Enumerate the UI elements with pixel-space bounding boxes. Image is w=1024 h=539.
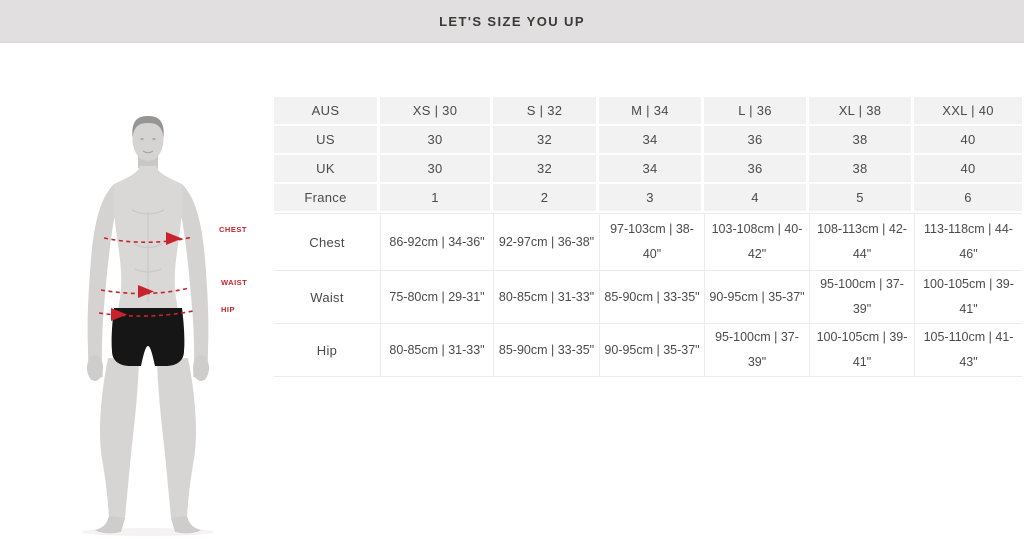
left-arm-shape [87, 184, 116, 380]
corner-header-cell: AUS [274, 97, 380, 124]
measure-value-cell: 100-105cm | 39-41" [914, 271, 1022, 323]
left-hand [87, 355, 103, 381]
hip-measure-line [98, 310, 194, 317]
measure-value-cell: 80-85cm | 31-33" [493, 271, 599, 323]
measure-label-cell: Waist [310, 289, 344, 305]
size-value-cell: 1 [380, 184, 493, 211]
measurement-row: Waist 75-80cm | 29-31" 80-85cm | 31-33" 85-… [274, 271, 1022, 324]
measure-value-cell: 80-85cm | 31-33" [380, 324, 493, 376]
size-value-cell: 6 [914, 184, 1022, 211]
size-column-header: XL | 38 [809, 97, 914, 124]
left-leg-shape [100, 358, 139, 518]
size-column-header: XXL | 40 [914, 97, 1022, 124]
measure-value-cell: 86-92cm | 34-36" [380, 214, 493, 270]
size-value-cell: 3 [599, 184, 704, 211]
measure-value-cell: 103-108cm | 40-42" [704, 214, 809, 270]
figure-label-waist: WAIST [221, 278, 248, 287]
measure-value-cell: 97-103cm | 38-40" [599, 214, 704, 270]
swim-trunks [111, 308, 185, 366]
size-value-cell: 32 [493, 126, 599, 153]
size-value-cell: 38 [809, 126, 914, 153]
conversion-row: France 1 2 3 4 5 6 [274, 184, 1022, 211]
size-column-header: S | 32 [493, 97, 599, 124]
measurement-row: Chest 86-92cm | 34-36" 92-97cm | 36-38" 97-… [274, 214, 1022, 271]
size-column-header: XS | 30 [380, 97, 493, 124]
measurement-arrows [98, 232, 194, 321]
left-eye [140, 138, 144, 140]
measure-value-cell: 85-90cm | 33-35" [599, 271, 704, 323]
measurement-section: Chest 86-92cm | 34-36" 92-97cm | 36-38" 97-… [274, 213, 1022, 377]
chest-arrowhead [166, 232, 182, 245]
hair [132, 116, 164, 138]
figure-label-hip: HIP [221, 305, 236, 314]
right-hand [193, 355, 209, 381]
model-figure [82, 116, 214, 536]
conversion-row: US 30 32 34 36 38 40 [274, 126, 1022, 153]
figure-label-chest: CHEST [219, 225, 247, 234]
size-value-cell: 2 [493, 184, 599, 211]
measure-value-cell: 105-110cm | 41-43" [914, 324, 1022, 376]
measure-value-cell: 100-105cm | 39-41" [809, 324, 914, 376]
measure-label-cell: Hip [316, 342, 338, 358]
measure-value-cell: 108-113cm | 42-44" [809, 214, 914, 270]
right-eye [152, 138, 156, 140]
size-value-cell: 5 [809, 184, 914, 211]
size-column-header: M | 34 [599, 97, 704, 124]
measure-value-cell: 95-100cm | 37-39" [704, 324, 809, 376]
measure-value-cell: 92-97cm | 36-38" [493, 214, 599, 270]
size-value-cell: 40 [914, 126, 1022, 153]
page-title: LET'S SIZE YOU UP [439, 13, 585, 29]
left-foot [95, 516, 125, 534]
hip-arrowhead [111, 308, 127, 321]
size-table: AUS XS | 30 S | 32 M | 34 L | 36 XL | 38 XXL |… [274, 97, 1022, 377]
mouth [142, 150, 154, 154]
size-value-cell: 30 [380, 126, 493, 153]
waist-arrowhead [138, 285, 154, 298]
size-value-cell: 40 [914, 155, 1022, 182]
size-value-cell: 4 [704, 184, 809, 211]
chest-measure-line [103, 236, 194, 244]
size-value-cell: 36 [704, 126, 809, 153]
measure-value-cell: 75-80cm | 29-31" [380, 271, 493, 323]
measure-value-cell: 95-100cm | 37-39" [809, 271, 914, 323]
right-arm-shape [180, 184, 209, 380]
region-label-cell: US [274, 126, 380, 153]
right-foot [171, 516, 201, 534]
measure-value-cell: 113-118cm | 44-46" [914, 214, 1022, 270]
measure-value-cell: 90-95cm | 35-37" [704, 271, 809, 323]
size-value-cell: 34 [599, 126, 704, 153]
banner: LET'S SIZE YOU UP [0, 0, 1024, 43]
conversion-row: UK 30 32 34 36 38 40 [274, 155, 1022, 182]
head [132, 119, 164, 161]
table-header-row: AUS XS | 30 S | 32 M | 34 L | 36 XL | 38 XXL |… [274, 97, 1022, 124]
region-label-cell: France [274, 184, 380, 211]
region-label-cell: UK [274, 155, 380, 182]
size-value-cell: 34 [599, 155, 704, 182]
size-value-cell: 30 [380, 155, 493, 182]
measure-label-cell: Chest [309, 234, 345, 250]
measure-value-cell: 90-95cm | 35-37" [599, 324, 704, 376]
size-value-cell: 32 [493, 155, 599, 182]
size-value-cell: 36 [704, 155, 809, 182]
size-value-cell: 38 [809, 155, 914, 182]
measure-value-cell: 85-90cm | 33-35" [493, 324, 599, 376]
torso-shading [131, 209, 165, 302]
size-column-header: L | 36 [704, 97, 809, 124]
right-leg-shape [157, 358, 196, 518]
measurement-row: Hip 80-85cm | 31-33" 85-90cm | 33-35" 90-95… [274, 324, 1022, 377]
